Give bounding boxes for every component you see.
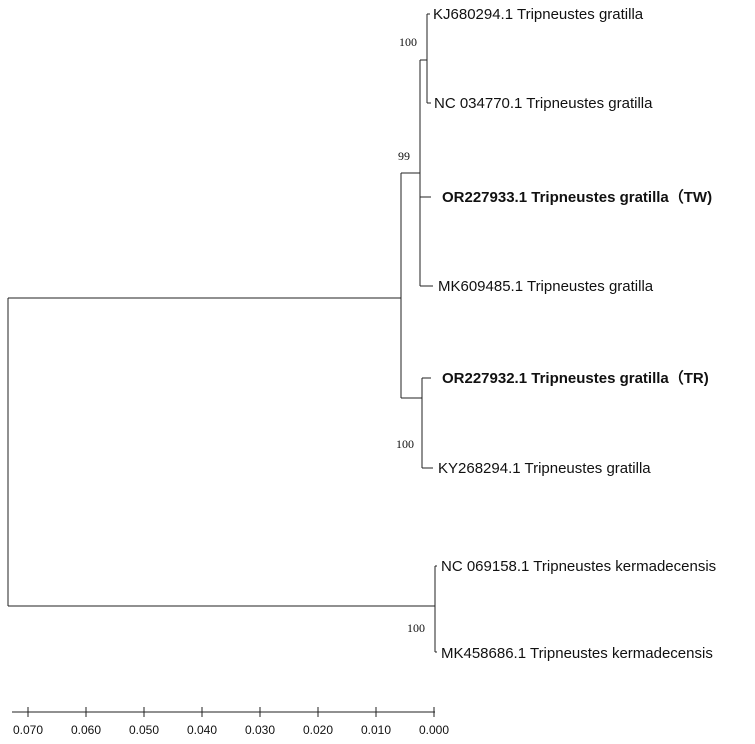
- leaf-labels: KJ680294.1 Tripneustes gratilla NC 03477…: [433, 6, 716, 662]
- scale-tick-label: 0.040: [187, 723, 217, 737]
- leaf-label: KY268294.1 Tripneustes gratilla: [438, 460, 651, 477]
- scale-tick-label: 0.020: [303, 723, 333, 737]
- leaf-label: MK609485.1 Tripneustes gratilla: [438, 278, 654, 295]
- scale-tick-label: 0.010: [361, 723, 391, 737]
- support-values: 100 99 100 100: [396, 35, 425, 635]
- scale-tick-label: 0.000: [419, 723, 449, 737]
- support-value-tw-clade: 99: [398, 149, 410, 163]
- leaf-label: OR227933.1 Tripneustes gratilla（TW): [442, 188, 712, 206]
- leaf-label: NC 034770.1 Tripneustes gratilla: [434, 95, 653, 112]
- scale-tick-label: 0.050: [129, 723, 159, 737]
- leaf-label: OR227932.1 Tripneustes gratilla（TR): [442, 369, 709, 387]
- support-value-tr-clade: 100: [396, 437, 414, 451]
- scale-ticks: 0.070 0.060 0.050 0.040 0.030 0.020 0.010 0.000: [13, 707, 449, 737]
- scale-tick-label: 0.030: [245, 723, 275, 737]
- leaf-label: NC 069158.1 Tripneustes kermadecensis: [441, 558, 716, 575]
- leaf-label: MK458686.1 Tripneustes kermadecensis: [441, 645, 713, 662]
- scale-tick-label: 0.060: [71, 723, 101, 737]
- support-value-kermadecensis: 100: [407, 621, 425, 635]
- support-value-kj-nc: 100: [399, 35, 417, 49]
- tree-branches: [7, 13, 437, 653]
- scale-axis: 0.070 0.060 0.050 0.040 0.030 0.020 0.010 0.000: [12, 707, 449, 737]
- scale-tick-label: 0.070: [13, 723, 43, 737]
- leaf-label: KJ680294.1 Tripneustes gratilla: [433, 6, 644, 23]
